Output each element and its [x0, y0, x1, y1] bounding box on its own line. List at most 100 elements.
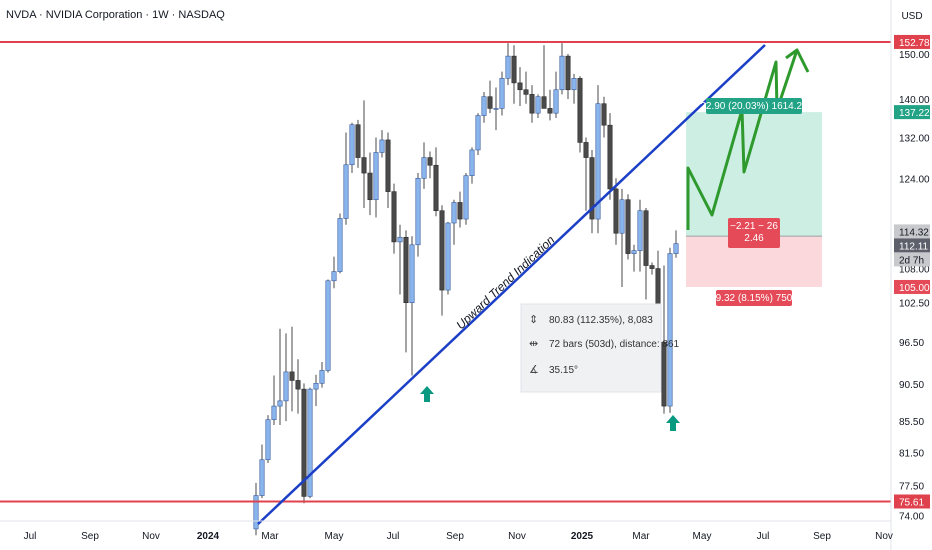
candle-body: [403, 236, 409, 304]
entry-info-label-text: 2.46: [744, 233, 764, 244]
y-tick-label: 140.00: [899, 95, 930, 106]
measure-line-1: 80.83 (112.35%), 8,083: [549, 315, 653, 326]
x-tick-label: Jul: [757, 531, 770, 542]
candle-body: [391, 191, 397, 243]
x-tick-label: Mar: [261, 531, 279, 542]
candle-body: [619, 199, 625, 234]
candle-body: [553, 89, 559, 114]
candle-body: [475, 115, 481, 151]
candle-body: [505, 55, 511, 79]
candle-body: [439, 210, 445, 291]
y-tick-label: 74.00: [899, 512, 924, 523]
last-price-badge-bg: [894, 238, 930, 253]
candle-body: [625, 199, 631, 254]
last-price-badge: 112.11: [899, 241, 929, 252]
countdown-badge-bg: [894, 252, 930, 267]
candle-body: [331, 271, 337, 282]
candle-body: [577, 78, 583, 143]
x-tick-label: 2025: [571, 531, 594, 542]
candle-body: [325, 280, 331, 371]
support-price-badge: 75.61: [899, 497, 924, 508]
candle-body: [667, 253, 673, 407]
candle-body: [385, 139, 391, 192]
buy-arrow-icon: [420, 386, 434, 402]
candle-body: [253, 495, 259, 530]
target-info-label-bg: [706, 98, 802, 114]
candle-body: [595, 103, 601, 220]
candle-body: [481, 96, 487, 116]
candle-body: [265, 419, 271, 461]
stop-info-label-bg: [716, 290, 792, 306]
candle-body: [649, 265, 655, 269]
candle-body: [361, 157, 367, 174]
candle-body: [445, 222, 451, 291]
candle-body: [289, 371, 295, 381]
symbol-title: NVDA · NVIDIA Corporation · 1W · NASDAQ: [6, 9, 225, 21]
candle-body: [295, 380, 301, 390]
currency-label: USD: [901, 11, 922, 22]
candle-body: [661, 341, 667, 407]
candle-body: [433, 164, 439, 212]
resistance-price-badge: 152.78: [899, 38, 930, 49]
candle-body: [643, 210, 649, 266]
projection-arrowhead: [785, 48, 810, 73]
x-tick-label: Sep: [81, 531, 99, 542]
measure-box: [520, 303, 662, 393]
candle-body: [427, 157, 433, 166]
target-zone: [686, 112, 822, 237]
candle-body: [349, 124, 355, 166]
y-tick-label: 96.50: [899, 338, 924, 349]
candle-body: [277, 400, 283, 407]
candle-body: [373, 152, 379, 201]
candle-body: [379, 139, 385, 153]
y-tick-label: 108.00: [899, 265, 930, 276]
candle-body: [637, 210, 643, 251]
candle-body: [415, 178, 421, 246]
candle-body: [301, 388, 307, 497]
candle-body: [397, 236, 403, 243]
candle-body: [283, 371, 289, 402]
candle-body: [409, 244, 415, 304]
candle-body: [337, 218, 343, 272]
x-tick-label: May: [693, 531, 712, 542]
candle-body: [421, 157, 427, 179]
y-tick-label: 77.50: [899, 481, 924, 492]
resistance-price-badge-bg: [894, 34, 930, 49]
stop-price-badge: 105.00: [899, 283, 930, 294]
candle-body: [559, 55, 565, 91]
entry-info-label-bg: [728, 218, 780, 248]
candle-body: [463, 175, 469, 220]
y-tick-label: 85.50: [899, 417, 924, 428]
candle-body: [517, 82, 523, 91]
buy-arrow-icon: [666, 415, 680, 431]
candle-body: [319, 370, 325, 384]
candle-body: [355, 124, 361, 158]
candle-body: [499, 78, 505, 109]
candle-body: [511, 55, 517, 84]
bars-range-icon: ⇹: [529, 338, 538, 350]
candle-body: [307, 388, 313, 497]
y-tick-label: 124.00: [899, 174, 930, 185]
x-tick-label: Jul: [387, 531, 400, 542]
candle-body: [487, 96, 493, 109]
candle-body: [523, 89, 529, 95]
candle-body: [259, 459, 265, 496]
candle-body: [613, 188, 619, 234]
candle-body: [601, 103, 607, 126]
candle-body: [493, 108, 499, 110]
candle-body: [607, 124, 613, 190]
entry-info-label-text: −2.21 − 26: [730, 221, 778, 232]
target-price-badge: 137.22: [899, 108, 930, 119]
candle-body: [469, 149, 475, 176]
x-tick-label: 2024: [197, 531, 220, 542]
angle-icon: ∡: [529, 364, 539, 376]
candle-body: [313, 383, 319, 390]
x-tick-label: Sep: [813, 531, 831, 542]
candle-body: [673, 243, 679, 254]
candle-body: [631, 250, 637, 254]
stop-price-badge-bg: [894, 279, 930, 294]
candle-body: [451, 202, 457, 224]
candle-body: [565, 55, 571, 91]
